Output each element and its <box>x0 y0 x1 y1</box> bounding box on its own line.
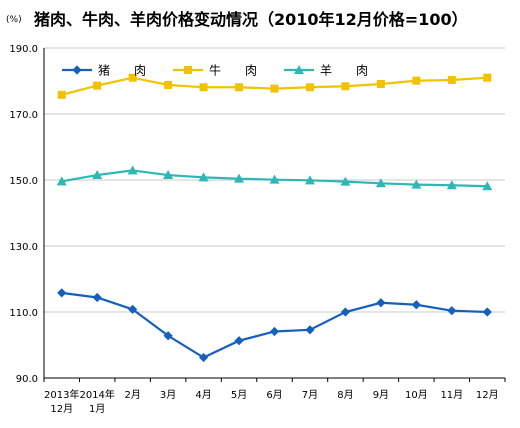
x-tick-label: 5月 <box>231 389 247 401</box>
data-point-square <box>164 80 173 89</box>
y-tick-label: 190.0 <box>9 44 38 55</box>
data-point-triangle <box>340 176 351 186</box>
data-point-diamond <box>128 304 138 314</box>
chart-title: 猪肉、牛肉、羊肉价格变动情况（2010年12月价格=100） <box>34 10 468 29</box>
data-point-triangle <box>163 170 174 180</box>
y-tick-label: 110.0 <box>9 308 38 319</box>
x-tick-label: 11月 <box>440 389 463 401</box>
x-tick-label: 9月 <box>373 389 389 401</box>
data-point-triangle <box>198 172 209 182</box>
data-point-triangle <box>294 65 304 74</box>
data-point-diamond <box>163 331 173 341</box>
data-point-square <box>57 90 66 99</box>
y-tick-label: 130.0 <box>9 242 38 253</box>
y-tick-label: 90.0 <box>16 374 38 385</box>
data-point-triangle <box>127 165 138 175</box>
y-unit-label: (%) <box>6 15 22 25</box>
data-point-diamond <box>234 336 244 346</box>
data-point-triangle <box>304 175 315 185</box>
y-tick-label: 150.0 <box>9 176 38 187</box>
x-tick-label: 3月 <box>160 389 176 401</box>
data-point-diamond <box>376 298 386 308</box>
data-point-triangle <box>234 173 245 183</box>
x-tick-label: 4月 <box>195 389 211 401</box>
data-point-square <box>412 76 421 85</box>
x-tick-label: 2013年 <box>44 388 79 401</box>
data-point-diamond <box>305 325 315 335</box>
data-point-diamond <box>447 306 457 316</box>
data-point-square <box>305 83 314 92</box>
data-point-square <box>341 82 350 91</box>
x-tick-label: 7月 <box>302 389 318 401</box>
data-point-square <box>128 73 137 82</box>
data-point-square <box>235 83 244 92</box>
data-point-diamond <box>411 300 421 310</box>
x-tick-label: 2014年 <box>79 388 114 401</box>
data-point-diamond <box>72 65 82 75</box>
data-point-square <box>184 66 192 74</box>
y-tick-label: 170.0 <box>9 110 38 121</box>
data-point-square <box>199 83 208 92</box>
data-point-triangle <box>482 181 493 191</box>
data-point-triangle <box>411 179 422 189</box>
data-point-square <box>483 73 492 82</box>
data-point-triangle <box>446 180 457 190</box>
data-point-diamond <box>198 352 209 363</box>
data-point-square <box>376 79 385 88</box>
x-tick-label: 12月 <box>50 403 73 415</box>
legend-label: 猪 肉 <box>98 64 146 78</box>
data-point-diamond <box>340 307 351 317</box>
data-point-diamond <box>57 288 67 298</box>
data-point-diamond <box>269 326 280 337</box>
data-point-triangle <box>56 176 67 186</box>
x-tick-label: 1月 <box>89 403 105 415</box>
x-tick-label: 12月 <box>476 389 499 401</box>
data-point-triangle <box>92 170 103 180</box>
data-point-square <box>93 81 102 90</box>
data-point-square <box>447 76 456 85</box>
data-point-square <box>270 84 279 93</box>
data-point-diamond <box>92 292 102 303</box>
x-tick-label: 6月 <box>266 389 282 401</box>
data-point-diamond <box>482 307 492 317</box>
series-line <box>61 291 488 359</box>
legend-label: 牛 肉 <box>209 63 257 78</box>
data-point-triangle <box>269 174 280 184</box>
x-tick-label: 8月 <box>337 389 353 401</box>
legend-label: 羊 肉 <box>320 63 368 78</box>
x-tick-label: 2月 <box>124 389 140 401</box>
data-point-triangle <box>375 178 386 188</box>
x-tick-label: 10月 <box>405 389 428 401</box>
